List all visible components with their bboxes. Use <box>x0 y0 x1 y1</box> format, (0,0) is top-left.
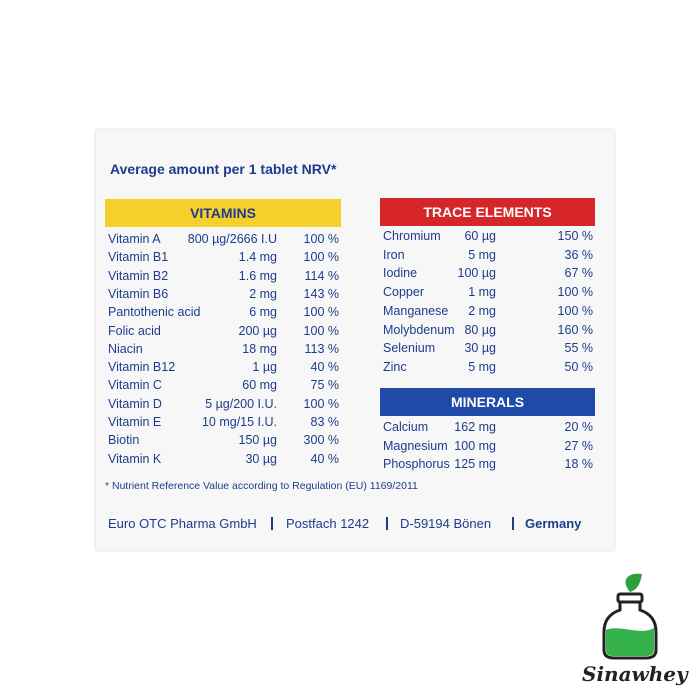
separator <box>512 517 514 530</box>
nutrient-name: Vitamin B2 <box>108 268 169 283</box>
nutrient-name: Vitamin A <box>108 232 161 246</box>
nutrient-amount: 18 mg <box>242 341 277 356</box>
nutrient-amount: 100 µg <box>457 266 496 281</box>
nutrient-amount: 1.4 mg <box>238 250 277 265</box>
nutrient-amount: 60 mg <box>242 378 277 393</box>
nutrient-nrv: 18 % <box>564 457 594 471</box>
title: Average amount per 1 tablet NRV* <box>110 161 337 177</box>
nutrient-amount: 5 µg/200 I.U. <box>205 396 277 411</box>
nutrient-name: Copper <box>383 285 424 300</box>
nutrient-nrv: 27 % <box>564 438 594 453</box>
nutrient-name: Zinc <box>383 359 407 374</box>
nutrient-name: Folic acid <box>108 323 161 338</box>
nutrient-nrv: 150 % <box>557 229 593 243</box>
nutrient-amount: 162 mg <box>454 420 496 434</box>
nutrient-name: Manganese <box>383 303 449 318</box>
nutrient-amount: 60 µg <box>464 229 496 243</box>
nutrient-name: Niacin <box>108 341 143 356</box>
nutrient-amount: 6 mg <box>249 305 277 320</box>
nutrient-nrv: 40 % <box>310 451 340 466</box>
footnote: * Nutrient Reference Value according to … <box>105 480 418 492</box>
nutrient-name: Vitamin K <box>108 451 162 466</box>
logo-text: Sinawhey <box>582 662 688 686</box>
address-city: D-59194 Bönen <box>400 516 492 531</box>
nutrient-amount: 125 mg <box>454 457 496 471</box>
nutrient-name: Iodine <box>383 266 418 281</box>
nutrient-amount: 2 mg <box>468 303 496 318</box>
nutrient-nrv: 100 % <box>557 303 593 318</box>
nutrient-amount: 5 mg <box>468 359 496 374</box>
nutrient-amount: 1 µg <box>252 360 277 375</box>
nutrient-nrv: 100 % <box>303 396 339 411</box>
nutrient-name: Iron <box>383 247 405 262</box>
nutrient-nrv: 113 % <box>304 341 339 356</box>
nutrient-name: Calcium <box>383 420 429 434</box>
nutrient-amount: 800 µg/2666 I.U <box>187 232 277 246</box>
nutrient-amount: 2 mg <box>249 286 277 301</box>
nutrient-amount: 200 µg <box>238 323 277 338</box>
nutrient-amount: 1 mg <box>468 285 496 300</box>
nutrient-nrv: 100 % <box>303 232 339 246</box>
vitamins-header: VITAMINS <box>105 199 341 227</box>
nutrient-name: Magnesium <box>383 438 448 453</box>
nutrient-nrv: 100 % <box>303 305 339 320</box>
nutrient-name: Selenium <box>383 341 436 356</box>
nutrient-nrv: 40 % <box>310 360 340 375</box>
nutrient-nrv: 67 % <box>564 266 594 281</box>
nutrient-name: Vitamin B1 <box>108 250 169 265</box>
address-box: Postfach 1242 <box>286 516 370 531</box>
nutrient-nrv: 83 % <box>310 415 340 429</box>
nutrient-name: Pantothenic acid <box>108 305 201 320</box>
nutrient-name: Vitamin D <box>108 396 162 411</box>
nutrient-amount: 150 µg <box>238 433 277 448</box>
nutrient-name: Vitamin B12 <box>108 360 176 375</box>
nutrient-nrv: 50 % <box>564 359 594 374</box>
nutrient-amount: 80 µg <box>464 322 496 337</box>
nutrient-amount: 30 µg <box>464 341 496 356</box>
nutrient-name: Chromium <box>383 229 441 243</box>
nutrient-amount: 100 mg <box>454 438 496 453</box>
nutrient-name: Molybdenum <box>383 322 455 337</box>
nutrient-amount: 5 mg <box>468 247 496 262</box>
nutrient-amount: 30 µg <box>245 451 277 466</box>
nutrient-amount: 10 mg/15 I.U. <box>201 415 277 429</box>
address-company: Euro OTC Pharma GmbH <box>108 516 257 531</box>
nutrient-nrv: 160 % <box>557 322 593 337</box>
nutrient-nrv: 100 % <box>557 285 593 300</box>
nutrient-name: Vitamin B6 <box>108 286 169 301</box>
nutrient-nrv: 300 % <box>303 433 339 448</box>
nutrient-nrv: 100 % <box>303 323 339 338</box>
trace-header: TRACE ELEMENTS <box>380 198 595 226</box>
nutrient-nrv: 100 % <box>303 250 339 265</box>
nutrient-nrv: 114 % <box>304 268 339 283</box>
nutrient-name: Phosphorus <box>383 457 450 471</box>
separator <box>386 517 388 530</box>
nutrient-name: Biotin <box>108 433 140 448</box>
address-country: Germany <box>525 516 582 531</box>
nutrient-name: Vitamin E <box>108 415 162 429</box>
nutrient-nrv: 55 % <box>564 341 594 356</box>
nutrient-nrv: 143 % <box>303 286 339 301</box>
nutrient-amount: 1.6 mg <box>238 268 277 283</box>
nutrient-nrv: 75 % <box>310 378 340 393</box>
nutrient-name: Vitamin C <box>108 378 162 393</box>
minerals-header: MINERALS <box>380 388 595 416</box>
nutrient-nrv: 20 % <box>564 420 594 434</box>
nutrient-nrv: 36 % <box>564 247 594 262</box>
separator <box>271 517 273 530</box>
logo-icon <box>602 573 658 660</box>
